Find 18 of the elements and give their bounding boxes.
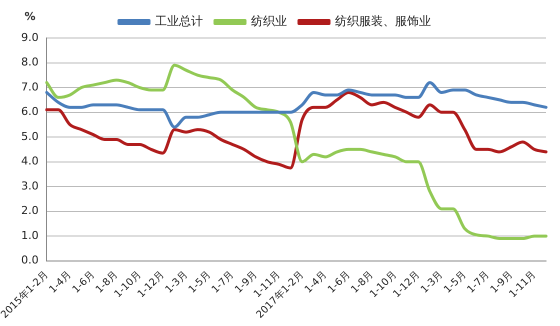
- y-tick-label: 4.0: [21, 154, 39, 168]
- y-tick-label: 9.0: [21, 30, 39, 44]
- line-series: [45, 90, 548, 170]
- y-tick-label: 0.0: [21, 254, 39, 267]
- line-series: [45, 64, 548, 240]
- y-tick-label: 7.0: [21, 80, 39, 94]
- line-series: [45, 81, 548, 129]
- y-tick-label: 5.0: [21, 130, 39, 143]
- legend-label: 纺织业: [251, 14, 287, 28]
- y-tick-label: 8.0: [21, 56, 39, 69]
- y-tick-label: 1.0: [21, 228, 39, 242]
- y-tick-label: 6.0: [21, 105, 39, 118]
- y-tick-label: 3.0: [21, 179, 39, 192]
- x-tick-label: 1-3月: [164, 269, 190, 296]
- y-tick-label: 2.0: [21, 204, 39, 218]
- y-axis-title: %: [24, 10, 36, 23]
- legend-label: 工业总计: [155, 14, 203, 28]
- legend-label: 纺织服装、服饰业: [335, 14, 431, 28]
